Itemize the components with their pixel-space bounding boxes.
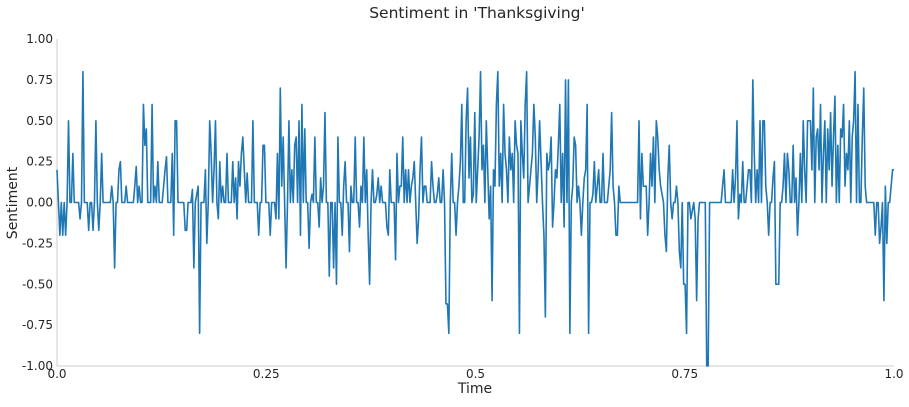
chart-title: Sentiment in 'Thanksgiving' <box>369 4 585 22</box>
x-tick-labels: 0.0 0.25 0.5 0.75 1.0 <box>47 367 903 381</box>
y-tick-label: -0.25 <box>22 236 53 250</box>
x-tick-label: 0.75 <box>671 367 698 381</box>
y-tick-label: -0.75 <box>22 318 53 332</box>
y-tick-label: -0.50 <box>22 277 53 291</box>
x-tick-label: 0.25 <box>253 367 280 381</box>
y-tick-label: 1.00 <box>26 32 53 46</box>
y-tick-label: -1.00 <box>22 359 53 373</box>
y-tick-label: 0.25 <box>26 155 53 169</box>
y-tick-label: 0.75 <box>26 73 53 87</box>
series-layer <box>56 70 894 367</box>
x-tick-label: 0.5 <box>466 367 485 381</box>
x-tick-label: 1.0 <box>884 367 903 381</box>
x-tick-label: 0.0 <box>47 367 66 381</box>
y-tick-labels: -1.00 -0.75 -0.50 -0.25 0.00 0.25 0.50 0.75 1.00 <box>22 32 53 373</box>
y-tick-label: 0.50 <box>26 114 53 128</box>
y-tick-label: 0.00 <box>26 196 53 210</box>
x-axis-label: Time <box>457 381 492 397</box>
y-axis-label: Sentiment <box>5 166 21 239</box>
sentiment-series-line <box>56 70 894 367</box>
